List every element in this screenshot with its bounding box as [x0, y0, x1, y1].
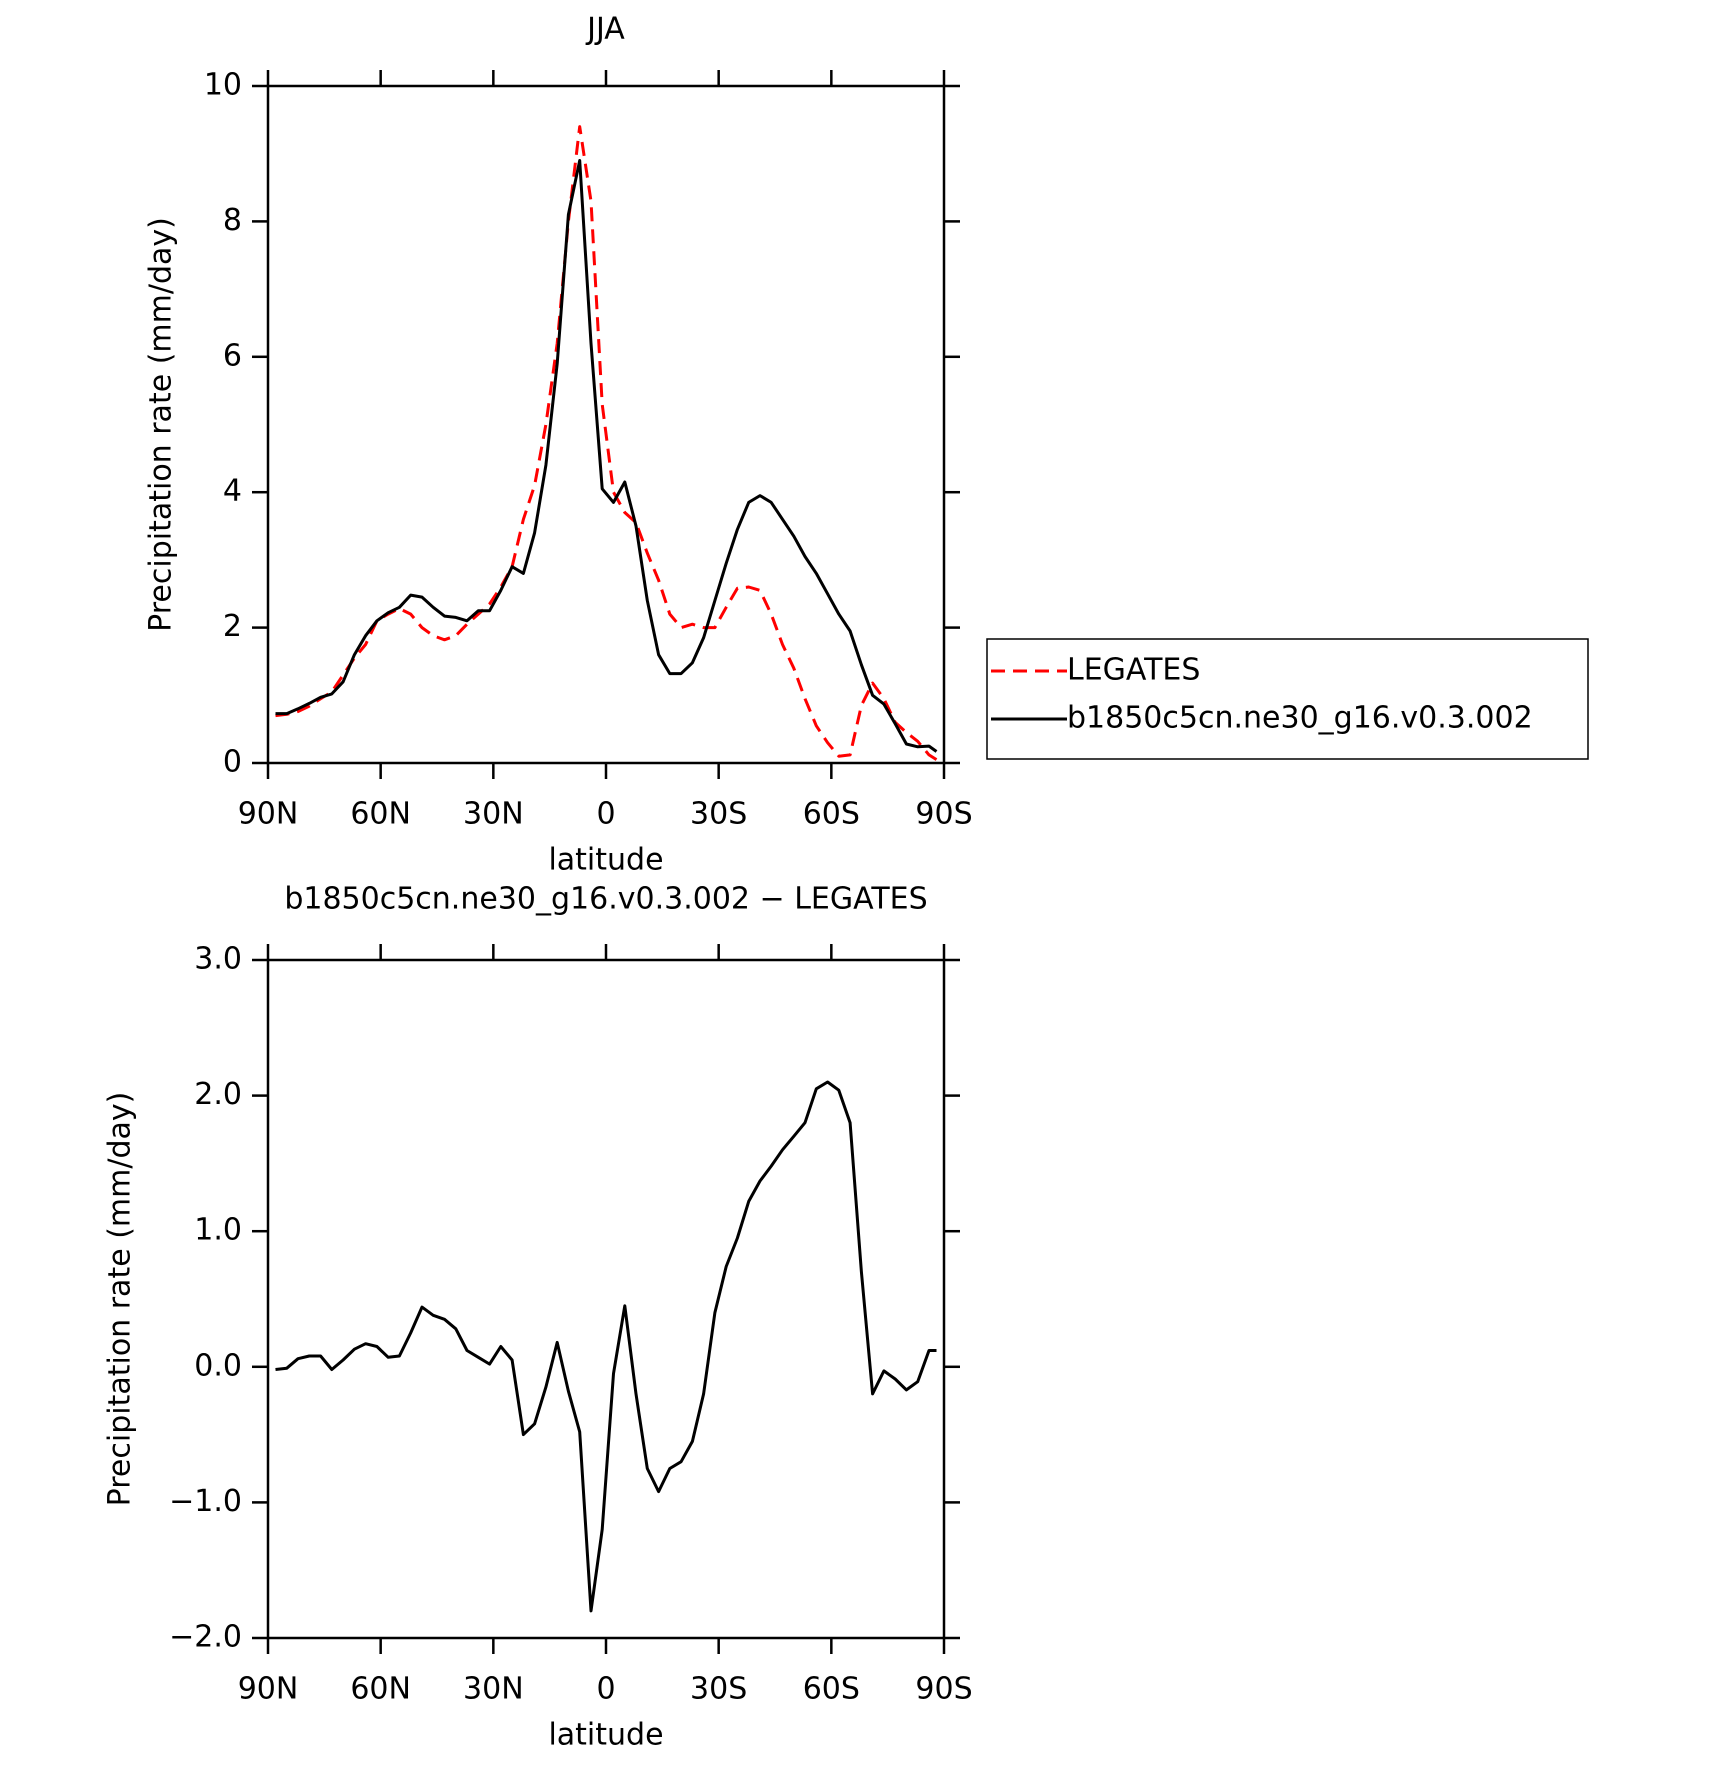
x-tick-label: 90S: [915, 1672, 972, 1707]
y-tick-label: 10: [204, 68, 242, 103]
x-axis-label: latitude: [548, 843, 663, 878]
y-tick-label: 0.0: [194, 1348, 242, 1383]
y-tick-label: 1.0: [194, 1213, 242, 1248]
data-line: [275, 159, 938, 753]
x-tick-label: 30N: [463, 797, 524, 832]
x-tick-label: 0: [596, 797, 615, 832]
x-axis-label: latitude: [548, 1718, 663, 1753]
x-tick-label: 60S: [803, 797, 860, 832]
y-axis-label: Precipitation rate (mm/day): [144, 217, 179, 632]
y-tick-label: 2.0: [194, 1077, 242, 1112]
chart-title: JJA: [585, 12, 625, 47]
x-tick-label: 90N: [238, 1672, 299, 1707]
legend-box: [986, 638, 1589, 760]
x-tick-label: 90S: [915, 797, 972, 832]
y-tick-label: 3.0: [194, 942, 242, 977]
plot-frame: [266, 958, 946, 1640]
x-tick-label: 30S: [690, 797, 747, 832]
y-tick-label: 6: [223, 338, 242, 373]
data-line: [275, 125, 938, 761]
x-tick-label: 60N: [350, 1672, 411, 1707]
y-axis-label: Precipitation rate (mm/day): [103, 1092, 138, 1507]
legend-label: b1850c5cn.ne30_g16.v0.3.002: [1067, 701, 1533, 736]
x-tick-label: 30S: [690, 1672, 747, 1707]
chart-title: b1850c5cn.ne30_g16.v0.3.002 − LEGATES: [284, 882, 927, 917]
y-tick-label: 0: [223, 745, 242, 780]
data-line: [275, 1080, 937, 1613]
y-tick-label: 2: [223, 609, 242, 644]
x-tick-label: 30N: [463, 1672, 524, 1707]
x-tick-label: 90N: [238, 797, 299, 832]
x-tick-label: 60N: [350, 797, 411, 832]
y-tick-label: 4: [223, 474, 242, 509]
legend-label: LEGATES: [1067, 653, 1200, 688]
y-tick-label: −1.0: [169, 1484, 242, 1519]
y-tick-label: −2.0: [169, 1620, 242, 1655]
plot-frame: [266, 84, 946, 765]
x-tick-label: 60S: [803, 1672, 860, 1707]
x-tick-label: 0: [596, 1672, 615, 1707]
y-tick-label: 8: [223, 203, 242, 238]
